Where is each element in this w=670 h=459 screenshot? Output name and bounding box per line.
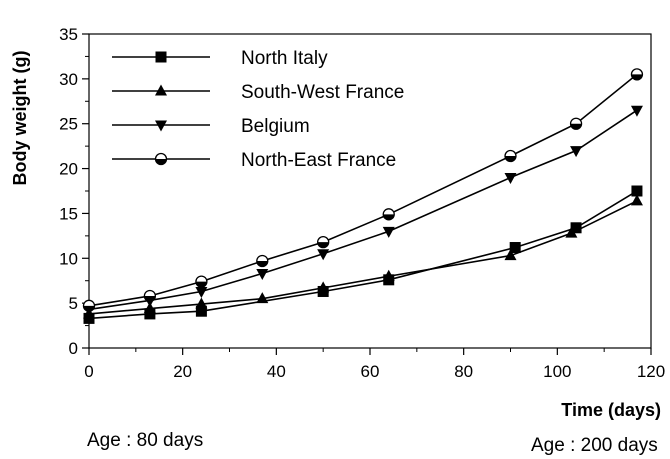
legend-label: Belgium — [241, 116, 310, 137]
marker-half — [505, 156, 516, 162]
y-tick-label: 35 — [59, 25, 78, 44]
x-tick-label: 0 — [84, 362, 93, 381]
data-point — [256, 254, 269, 268]
marker-half — [195, 281, 207, 288]
marker-half — [155, 159, 167, 165]
data-point — [256, 292, 269, 304]
y-axis-label: Body weight (g) — [10, 51, 30, 186]
data-point — [143, 289, 157, 303]
legend-label: North-East France — [241, 150, 396, 171]
legend-item: North-East France — [112, 150, 396, 171]
data-point — [631, 185, 643, 197]
series-line — [88, 73, 638, 307]
y-tick-label: 5 — [69, 294, 78, 313]
marker-half — [570, 123, 582, 130]
x-tick-label: 20 — [173, 362, 192, 381]
x-tick-label: 120 — [637, 362, 665, 381]
data-point — [570, 222, 582, 234]
data-point — [504, 249, 517, 261]
marker-half — [83, 305, 95, 312]
age-end-note: Age : 200 days — [531, 435, 658, 456]
y-tick-label: 0 — [69, 339, 78, 358]
legend-marker — [155, 84, 167, 96]
series-south-west-france — [83, 194, 643, 319]
y-tick-label: 10 — [59, 249, 78, 268]
marker-half — [256, 260, 268, 267]
data-point — [317, 249, 330, 261]
data-point — [143, 302, 156, 314]
data-point — [195, 305, 207, 317]
series-north-east-france — [82, 68, 644, 312]
y-tick-label: 30 — [59, 70, 78, 89]
y-tick-label: 20 — [59, 160, 78, 179]
legend-item: Belgium — [112, 116, 310, 137]
data-point — [82, 299, 96, 312]
plot-area: 0 5 10 15 20 25 30 35 0 20 40 60 80 100 120 North Italy… — [59, 25, 665, 381]
legend-marker — [155, 120, 167, 132]
series-line — [88, 190, 638, 320]
marker-half — [317, 242, 329, 248]
x-tick-label: 40 — [267, 362, 286, 381]
data-point — [256, 269, 269, 281]
data-point — [195, 297, 208, 309]
data-point — [504, 149, 517, 163]
legend: North Italy South-West France Belgium North… — [112, 48, 404, 171]
data-point — [144, 308, 156, 320]
data-point — [569, 117, 583, 130]
legend-item: North Italy — [112, 48, 328, 69]
data-point — [630, 68, 644, 81]
data-point — [382, 269, 395, 281]
legend-label: North Italy — [241, 48, 328, 69]
data-point — [565, 226, 578, 238]
data-point — [195, 275, 208, 288]
legend-label: South-West France — [241, 82, 404, 103]
legend-marker — [154, 152, 168, 166]
data-point — [195, 286, 208, 298]
marker-half — [383, 214, 395, 220]
x-tick-label: 60 — [361, 362, 380, 381]
data-point — [630, 105, 643, 117]
age-start-note: Age : 80 days — [87, 430, 204, 451]
x-tick-label: 80 — [454, 362, 473, 381]
legend-item: South-West France — [112, 82, 404, 103]
data-point — [317, 235, 330, 249]
y-tick-label: 25 — [59, 115, 78, 134]
data-point — [570, 146, 583, 158]
data-point — [630, 194, 643, 206]
series-north-italy — [83, 185, 643, 324]
x-tick-label: 100 — [543, 362, 571, 381]
data-point — [317, 281, 330, 293]
y-tick-label: 15 — [59, 204, 78, 223]
data-point — [382, 208, 395, 221]
marker-half — [631, 74, 643, 80]
series-line — [88, 109, 638, 311]
data-point — [382, 226, 395, 238]
data-point — [504, 173, 517, 185]
legend-marker — [155, 51, 167, 63]
data-point — [509, 242, 521, 254]
marker-half — [144, 295, 156, 302]
x-axis-label: Time (days) — [561, 400, 661, 420]
